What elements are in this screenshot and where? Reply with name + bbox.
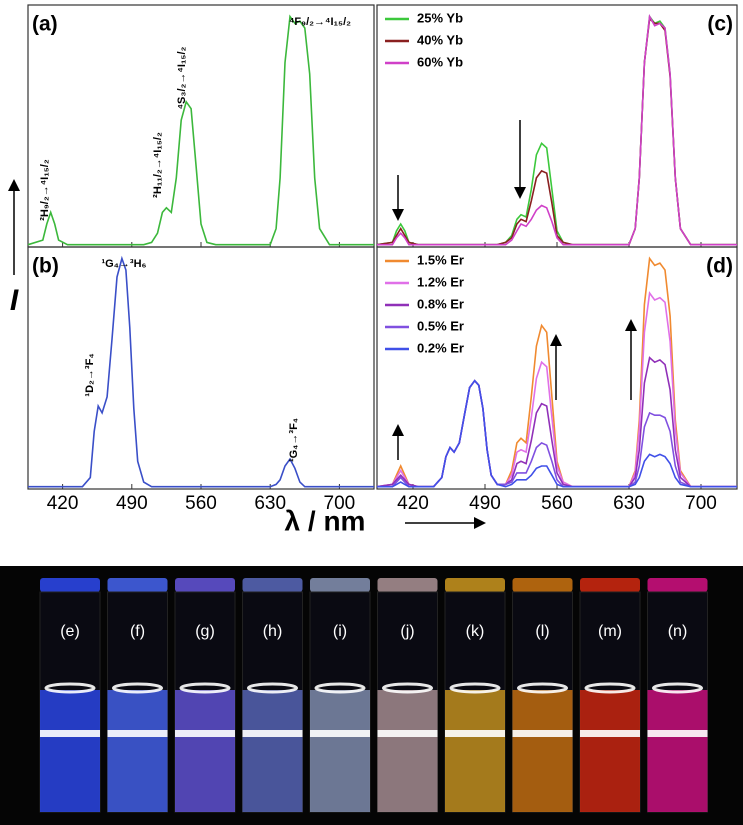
beam: [377, 730, 438, 737]
meniscus: [449, 682, 501, 694]
meniscus: [382, 682, 433, 694]
vial-top: [445, 578, 505, 592]
legend-entry: 1.5% Er: [417, 252, 464, 267]
vial-top: [377, 578, 438, 592]
vial-glow: [175, 690, 235, 812]
legend-entry: 60% Yb: [417, 54, 463, 69]
x-tick-label: 490: [469, 493, 501, 514]
vial-top: [107, 578, 168, 592]
vial-label: (g): [195, 623, 215, 640]
vial-label: (h): [263, 623, 283, 640]
vial-top: [512, 578, 573, 592]
panel-label: (d): [706, 255, 733, 278]
legend-entry: 0.2% Er: [417, 340, 464, 355]
x-tick-label: 490: [116, 493, 148, 514]
transition-label: ²H₉/₂→⁴I₁₅/₂: [39, 159, 51, 221]
vial-glow: [310, 690, 370, 812]
vial-top: [40, 578, 100, 592]
vial-glow: [40, 690, 100, 812]
vial-label: (k): [466, 623, 485, 640]
x-tick-label: 560: [541, 493, 573, 514]
meniscus: [179, 682, 231, 694]
transition-label: ⁴F₉/₂→⁴I₁₅/₂: [289, 16, 351, 28]
spectrum-line: [27, 14, 374, 246]
x-tick-label: 700: [685, 493, 717, 514]
spectrum-line: [377, 379, 737, 488]
vial-glow: [242, 690, 303, 812]
legend-entry: 0.5% Er: [417, 318, 464, 333]
x-tick-label: 560: [185, 493, 217, 514]
legend-entry: 40% Yb: [417, 32, 463, 47]
vial-label: (j): [400, 623, 414, 640]
vial-top: [175, 578, 235, 592]
spectrum-line: [377, 13, 737, 246]
beam: [107, 730, 168, 737]
vial-glow: [580, 690, 640, 812]
beam: [445, 730, 505, 737]
legend-entry: 25% Yb: [417, 10, 463, 25]
vial-glow: [512, 690, 573, 812]
beam: [310, 730, 370, 737]
y-label: I: [10, 284, 19, 317]
spectrum-line: [376, 17, 737, 246]
vial-glow: [377, 690, 438, 812]
meniscus: [247, 682, 298, 694]
transition-label: ¹D₂→³F₄: [84, 353, 96, 396]
beam: [175, 730, 235, 737]
beam: [580, 730, 640, 737]
meniscus: [112, 682, 163, 694]
transition-label: ²H₁₁/₂→⁴I₁₅/₂: [152, 132, 164, 198]
meniscus: [314, 682, 366, 694]
transition-label: ⁴S₃/₂→⁴I₁₅/₂: [176, 46, 188, 109]
beam: [512, 730, 573, 737]
panel-label: (b): [32, 255, 59, 278]
meniscus: [652, 682, 703, 694]
vial-top: [647, 578, 708, 592]
beam: [242, 730, 303, 737]
x-tick-label: 630: [613, 493, 645, 514]
vial-top: [242, 578, 303, 592]
spectrum-line: [376, 256, 737, 488]
meniscus: [584, 682, 636, 694]
legend-entry: 1.2% Er: [417, 274, 464, 289]
vial-label: (e): [60, 623, 80, 640]
x-tick-label: 420: [397, 493, 429, 514]
vial-top: [310, 578, 370, 592]
vial-label: (m): [598, 623, 622, 640]
vial-label: (f): [130, 623, 145, 640]
meniscus: [517, 682, 568, 694]
vial-glow: [445, 690, 505, 812]
transition-label: ¹G₄→³F₄: [288, 418, 300, 462]
x-tick-label: 420: [47, 493, 79, 514]
vial-label: (i): [333, 623, 347, 640]
panel-label: (c): [707, 13, 733, 36]
beam: [647, 730, 708, 737]
x-label: λ / nm: [285, 505, 366, 536]
vial-label: (l): [535, 623, 549, 640]
vial-glow: [107, 690, 168, 812]
vial-top: [580, 578, 640, 592]
x-tick-label: 700: [324, 493, 356, 514]
panel-frame: [27, 246, 375, 490]
meniscus: [44, 682, 96, 694]
spectrum-line: [376, 14, 737, 246]
spectrum-line: [28, 255, 374, 488]
x-tick-label: 630: [254, 493, 286, 514]
vial-label: (n): [668, 623, 688, 640]
panel-label: (a): [32, 13, 58, 36]
panel-frame: [27, 4, 375, 248]
vial-glow: [647, 690, 708, 812]
transition-label: ¹G₄→³H₆: [101, 258, 146, 270]
legend-entry: 0.8% Er: [417, 296, 464, 311]
beam: [40, 730, 100, 737]
